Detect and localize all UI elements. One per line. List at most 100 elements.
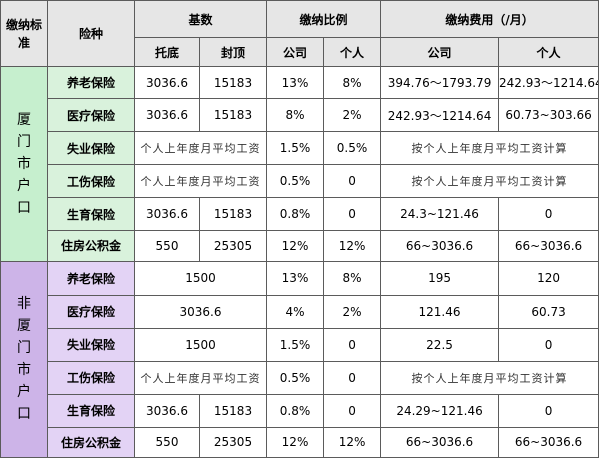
base-value: 3036.6 [133,294,268,329]
table-row: 医疗保险 3036.6 4% 2% 121.46 60.73 [1,294,600,329]
base-max: 25305 [198,426,268,459]
insurance-type: 生育保险 [47,197,135,232]
fee-personal: 0 [498,197,600,232]
insurance-type: 养老保险 [47,66,135,100]
fee-text: 按个人上年度月平均工资计算 [380,164,600,199]
ratio-company: 0.8% [266,393,325,428]
fee-personal-header: 个人 [498,37,600,68]
ratio-personal: 0 [323,393,382,428]
table-row: 生育保险 3036.6 15183 0.8% 0 24.3~121.46 0 [1,197,600,232]
fee-company: 66~3036.6 [380,230,500,262]
base-min: 3036.6 [134,197,200,232]
ratio-company: 1.5% [266,327,325,362]
insurance-type: 医疗保险 [47,294,135,329]
table-row: 工伤保险 个人上年度月平均工资 0.5% 0 按个人上年度月平均工资计算 [1,360,600,395]
base-group-header: 基数 [133,0,268,39]
fee-company: 66~3036.6 [380,426,500,459]
fee-company: 24.29~121.46 [380,393,500,428]
ratio-company: 12% [266,230,325,262]
base-max: 25305 [198,230,268,262]
table-row: 生育保险 3036.6 15183 0.8% 0 24.29~121.46 0 [1,393,600,428]
base-text: 个人上年度月平均工资 [133,360,268,395]
ratio-company: 13% [266,260,325,296]
base-value: 1500 [133,327,268,362]
base-min: 3036.6 [134,66,200,100]
base-text: 个人上年度月平均工资 [133,131,268,166]
insurance-type: 工伤保险 [47,164,135,199]
fee-group-header: 缴纳费用（/月） [380,0,600,39]
fee-personal: 60.73 [498,294,600,329]
fee-personal: 120 [498,260,600,296]
base-text: 个人上年度月平均工资 [133,164,268,199]
table-row: 失业保险 1500 1.5% 0 22.5 0 [1,327,600,362]
corner-header: 缴纳标准 [0,0,48,68]
ratio-personal-header: 个人 [323,37,382,68]
base-max: 15183 [198,66,268,100]
ratio-group-header: 缴纳比例 [266,0,382,39]
ratio-company: 1.5% [266,131,325,166]
type-column-header: 险种 [47,0,135,68]
ratio-company: 13% [266,66,325,100]
ratio-personal: 0.5% [323,131,382,166]
table-row: 非厦门市户口 养老保险 1500 13% 8% 195 120 [0,260,600,459]
region-label-xiamen: 厦门市户口 [0,66,48,262]
ratio-company: 0.8% [266,197,325,232]
insurance-type: 住房公积金 [47,426,135,459]
base-max: 15183 [198,197,268,232]
ratio-personal: 0 [323,327,382,362]
base-min: 550 [134,426,200,459]
fee-text: 按个人上年度月平均工资计算 [380,360,600,395]
base-min: 3036.6 [134,393,200,428]
ratio-personal: 0 [323,164,382,199]
ratio-personal: 2% [323,98,382,133]
insurance-type: 生育保险 [47,393,135,428]
fee-personal: 66~3036.6 [498,426,600,459]
base-max: 15183 [198,98,268,133]
insurance-type: 养老保险 [47,260,135,296]
insurance-type: 工伤保险 [47,360,135,395]
table-row: 医疗保险 3036.6 15183 8% 2% 242.93～1214.64 6… [1,98,600,133]
ratio-personal: 2% [323,294,382,329]
table-row: 住房公积金 550 25305 12% 12% 66~3036.6 66~303… [1,426,600,459]
fee-personal: 0 [498,393,600,428]
ratio-company: 8% [266,98,325,133]
insurance-type: 失业保险 [47,327,135,362]
ratio-personal: 0 [323,197,382,232]
ratio-company: 0.5% [266,164,325,199]
table-row: 工伤保险 个人上年度月平均工资 0.5% 0 按个人上年度月平均工资计算 [1,164,600,199]
ratio-personal: 12% [323,426,382,459]
table-row: 失业保险 个人上年度月平均工资 1.5% 0.5% 按个人上年度月平均工资计算 [1,131,600,166]
fee-company: 22.5 [380,327,500,362]
base-min-header: 托底 [134,37,200,68]
ratio-personal: 8% [323,66,382,100]
table-row: 厦门市户口 养老保险 3036.6 15183 13% 8% 394.76～17… [0,66,600,262]
fee-company-header: 公司 [380,37,500,68]
fee-company: 394.76～1793.79 [380,66,500,100]
ratio-company: 12% [266,426,325,459]
fee-company: 24.3~121.46 [380,197,500,232]
fee-personal: 0 [498,327,600,362]
ratio-personal: 12% [323,230,382,262]
fee-company: 121.46 [380,294,500,329]
base-min: 550 [134,230,200,262]
base-max: 15183 [198,393,268,428]
fee-personal: 66~3036.6 [498,230,600,262]
ratio-company: 0.5% [266,360,325,395]
fee-company: 195 [380,260,500,296]
ratio-company: 4% [266,294,325,329]
fee-personal: 60.73~303.66 [498,98,600,133]
base-min: 3036.6 [134,98,200,133]
base-value: 1500 [133,260,268,296]
base-max-header: 封顶 [198,37,268,68]
insurance-type: 医疗保险 [47,98,135,133]
table-row: 住房公积金 550 25305 12% 12% 66~3036.6 66~303… [1,230,600,262]
fee-text: 按个人上年度月平均工资计算 [380,131,600,166]
ratio-company-header: 公司 [266,37,325,68]
fee-personal: 242.93～1214.64 [498,66,600,100]
region-label-non-xiamen: 非厦门市户口 [0,260,48,459]
ratio-personal: 8% [323,260,382,296]
ratio-personal: 0 [323,360,382,395]
insurance-type: 失业保险 [47,131,135,166]
insurance-type: 住房公积金 [47,230,135,262]
